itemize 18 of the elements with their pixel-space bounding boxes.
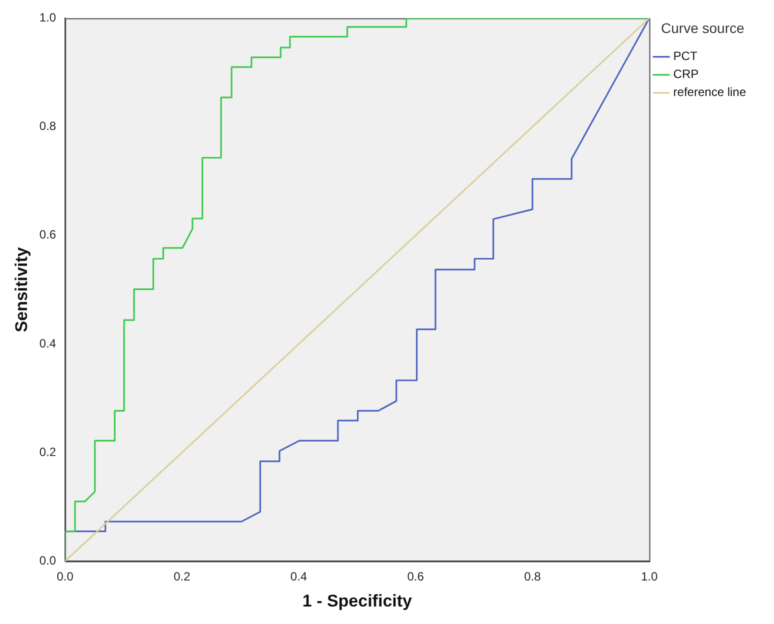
y-tick-label: 1.0 <box>39 10 56 25</box>
x-tick-label: 0.0 <box>56 570 74 584</box>
x-tick-label: 0.6 <box>407 570 424 584</box>
y-axis-title: Sensitivity <box>12 246 31 332</box>
y-tick-label: 0.8 <box>39 119 56 134</box>
x-tick-label: 0.4 <box>290 570 308 584</box>
y-tick-label: 0.6 <box>39 228 56 242</box>
legend-label: PCT <box>673 49 698 64</box>
legend-title: Curve source <box>661 20 744 36</box>
y-tick-label: 0.4 <box>39 336 56 350</box>
x-axis-title: 1 - Specificity <box>302 591 413 610</box>
legend-label: CRP <box>673 67 699 82</box>
legend-label: reference line <box>673 85 746 100</box>
x-tick-label: 0.8 <box>524 570 542 584</box>
y-tick-label: 0.0 <box>39 554 56 568</box>
y-tick-label: 0.2 <box>39 444 56 459</box>
x-tick-label: 0.2 <box>174 570 191 584</box>
x-tick-label: 1.0 <box>640 570 658 584</box>
